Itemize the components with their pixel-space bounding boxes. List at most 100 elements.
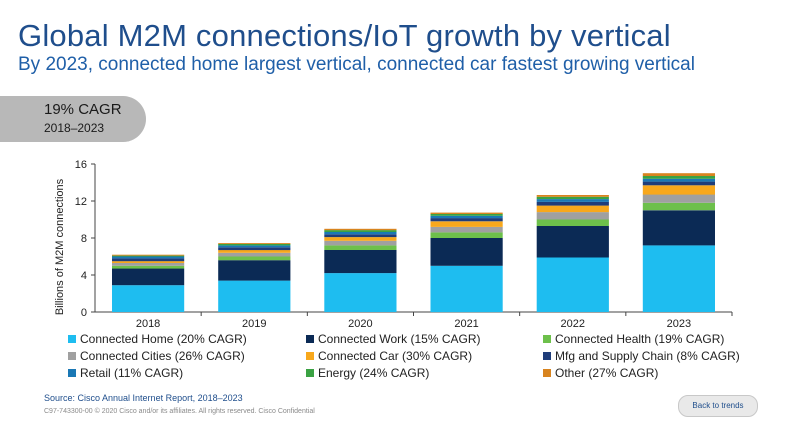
legend-label: Other (27% CAGR) bbox=[555, 366, 659, 380]
bar-segment bbox=[324, 232, 397, 235]
chart-bars bbox=[112, 173, 715, 313]
bar-segment bbox=[642, 202, 715, 211]
legend-label: Retail (11% CAGR) bbox=[80, 366, 184, 380]
cagr-value: 19% CAGR bbox=[44, 101, 122, 118]
bar-segment bbox=[324, 234, 397, 238]
legend-item: Other (27% CAGR) bbox=[543, 366, 658, 380]
bar-segment bbox=[112, 255, 185, 257]
bar-segment bbox=[430, 212, 503, 214]
bar-segment bbox=[324, 273, 397, 312]
bar-segment bbox=[430, 265, 503, 313]
bar-segment bbox=[536, 195, 609, 197]
legend-swatch bbox=[68, 369, 76, 377]
bar-segment bbox=[536, 205, 609, 213]
cagr-period: 2018–2023 bbox=[44, 121, 105, 135]
legend-label: Mfg and Supply Chain (8% CAGR) bbox=[555, 349, 740, 363]
y-tick-label: 12 bbox=[75, 196, 87, 208]
y-tick-label: 4 bbox=[81, 270, 87, 282]
stacked-bar-chart: 0 4 8 12 16 2018 2019 2020 2021 2022 2023 Billions… bbox=[54, 159, 733, 330]
legend-swatch bbox=[68, 335, 76, 343]
legend-label: Connected Home (20% CAGR) bbox=[80, 332, 247, 346]
bar-segment bbox=[430, 221, 503, 227]
bar-segment bbox=[324, 240, 397, 246]
bar-segment bbox=[112, 254, 185, 256]
legend-item: Connected Health (19% CAGR) bbox=[543, 332, 724, 346]
legend-item: Retail (11% CAGR) bbox=[68, 366, 183, 380]
bar-segment bbox=[642, 173, 715, 176]
bar-segment bbox=[218, 243, 291, 244]
bar-segment bbox=[218, 256, 291, 261]
y-tick-label: 8 bbox=[81, 233, 87, 245]
bar-segment bbox=[112, 261, 185, 263]
x-tick-label: 2020 bbox=[348, 318, 372, 330]
legend-item: Mfg and Supply Chain (8% CAGR) bbox=[543, 349, 740, 363]
bar-segment bbox=[218, 245, 291, 248]
bar-segment bbox=[324, 228, 397, 231]
bar-segment bbox=[218, 250, 291, 253]
bar-segment bbox=[536, 201, 609, 206]
bar-segment bbox=[536, 196, 609, 200]
bar-segment bbox=[218, 260, 291, 281]
bar-segment bbox=[642, 178, 715, 182]
bar-segment bbox=[430, 226, 503, 233]
bar-segment bbox=[218, 244, 291, 246]
bar-segment bbox=[430, 218, 503, 222]
bar-segment bbox=[324, 245, 397, 250]
legend-swatch bbox=[68, 352, 76, 360]
bar-segment bbox=[642, 210, 715, 246]
cagr-callout: 19% CAGR 2018–2023 bbox=[0, 96, 146, 142]
bar-segment bbox=[324, 237, 397, 241]
legend-label: Energy (24% CAGR) bbox=[318, 366, 430, 380]
page-subtitle: By 2023, connected home largest vertical… bbox=[18, 54, 695, 75]
x-tick-label: 2019 bbox=[242, 318, 266, 330]
x-tick-label: 2023 bbox=[667, 318, 691, 330]
chart-axes: 0 4 8 12 16 2018 2019 2020 2021 2022 2023 bbox=[75, 159, 733, 330]
source-note: Source: Cisco Annual Internet Report, 20… bbox=[44, 393, 243, 403]
legend-item: Connected Home (20% CAGR) bbox=[68, 332, 247, 346]
legend-label: Connected Work (15% CAGR) bbox=[318, 332, 481, 346]
chart-legend: Connected Home (20% CAGR) Connected Work … bbox=[68, 332, 768, 386]
bar-segment bbox=[218, 252, 291, 257]
bar-segment bbox=[642, 176, 715, 179]
back-to-trends-button[interactable]: Back to trends bbox=[678, 395, 758, 417]
bar-segment bbox=[218, 280, 291, 312]
copyright-note: C97-743300-00 © 2020 Cisco and/or its af… bbox=[44, 408, 315, 415]
legend-swatch bbox=[306, 335, 314, 343]
bar-segment bbox=[430, 215, 503, 219]
legend-swatch bbox=[543, 352, 551, 360]
y-tick-label: 0 bbox=[81, 307, 87, 319]
bar-segment bbox=[112, 256, 185, 259]
bar-segment bbox=[430, 214, 503, 216]
bar-segment bbox=[642, 181, 715, 186]
bar-segment bbox=[642, 185, 715, 195]
page-title: Global M2M connections/IoT growth by ver… bbox=[18, 18, 671, 53]
legend-label: Connected Cities (26% CAGR) bbox=[80, 349, 245, 363]
y-tick-label: 16 bbox=[75, 159, 87, 171]
bar-segment bbox=[112, 268, 185, 286]
legend-swatch bbox=[543, 335, 551, 343]
bar-segment bbox=[536, 212, 609, 220]
bar-segment bbox=[536, 226, 609, 258]
bar-segment bbox=[536, 257, 609, 312]
legend-item: Energy (24% CAGR) bbox=[306, 366, 429, 380]
bar-segment bbox=[536, 219, 609, 226]
bar-segment bbox=[112, 258, 185, 262]
bar-segment bbox=[218, 247, 291, 251]
x-tick-label: 2018 bbox=[136, 318, 160, 330]
bar-segment bbox=[112, 263, 185, 266]
bar-segment bbox=[430, 238, 503, 266]
y-axis-label: Billions of M2M connections bbox=[54, 178, 66, 315]
bar-segment bbox=[112, 285, 185, 312]
bar-segment bbox=[324, 250, 397, 274]
bar-segment bbox=[324, 230, 397, 232]
legend-label: Connected Health (19% CAGR) bbox=[555, 332, 725, 346]
legend-item: Connected Work (15% CAGR) bbox=[306, 332, 481, 346]
legend-swatch bbox=[306, 352, 314, 360]
x-tick-label: 2021 bbox=[454, 318, 478, 330]
x-tick-label: 2022 bbox=[561, 318, 585, 330]
legend-swatch bbox=[306, 369, 314, 377]
bar-segment bbox=[430, 232, 503, 238]
bar-segment bbox=[536, 199, 609, 202]
bar-segment bbox=[642, 194, 715, 203]
bar-segment bbox=[642, 245, 715, 312]
